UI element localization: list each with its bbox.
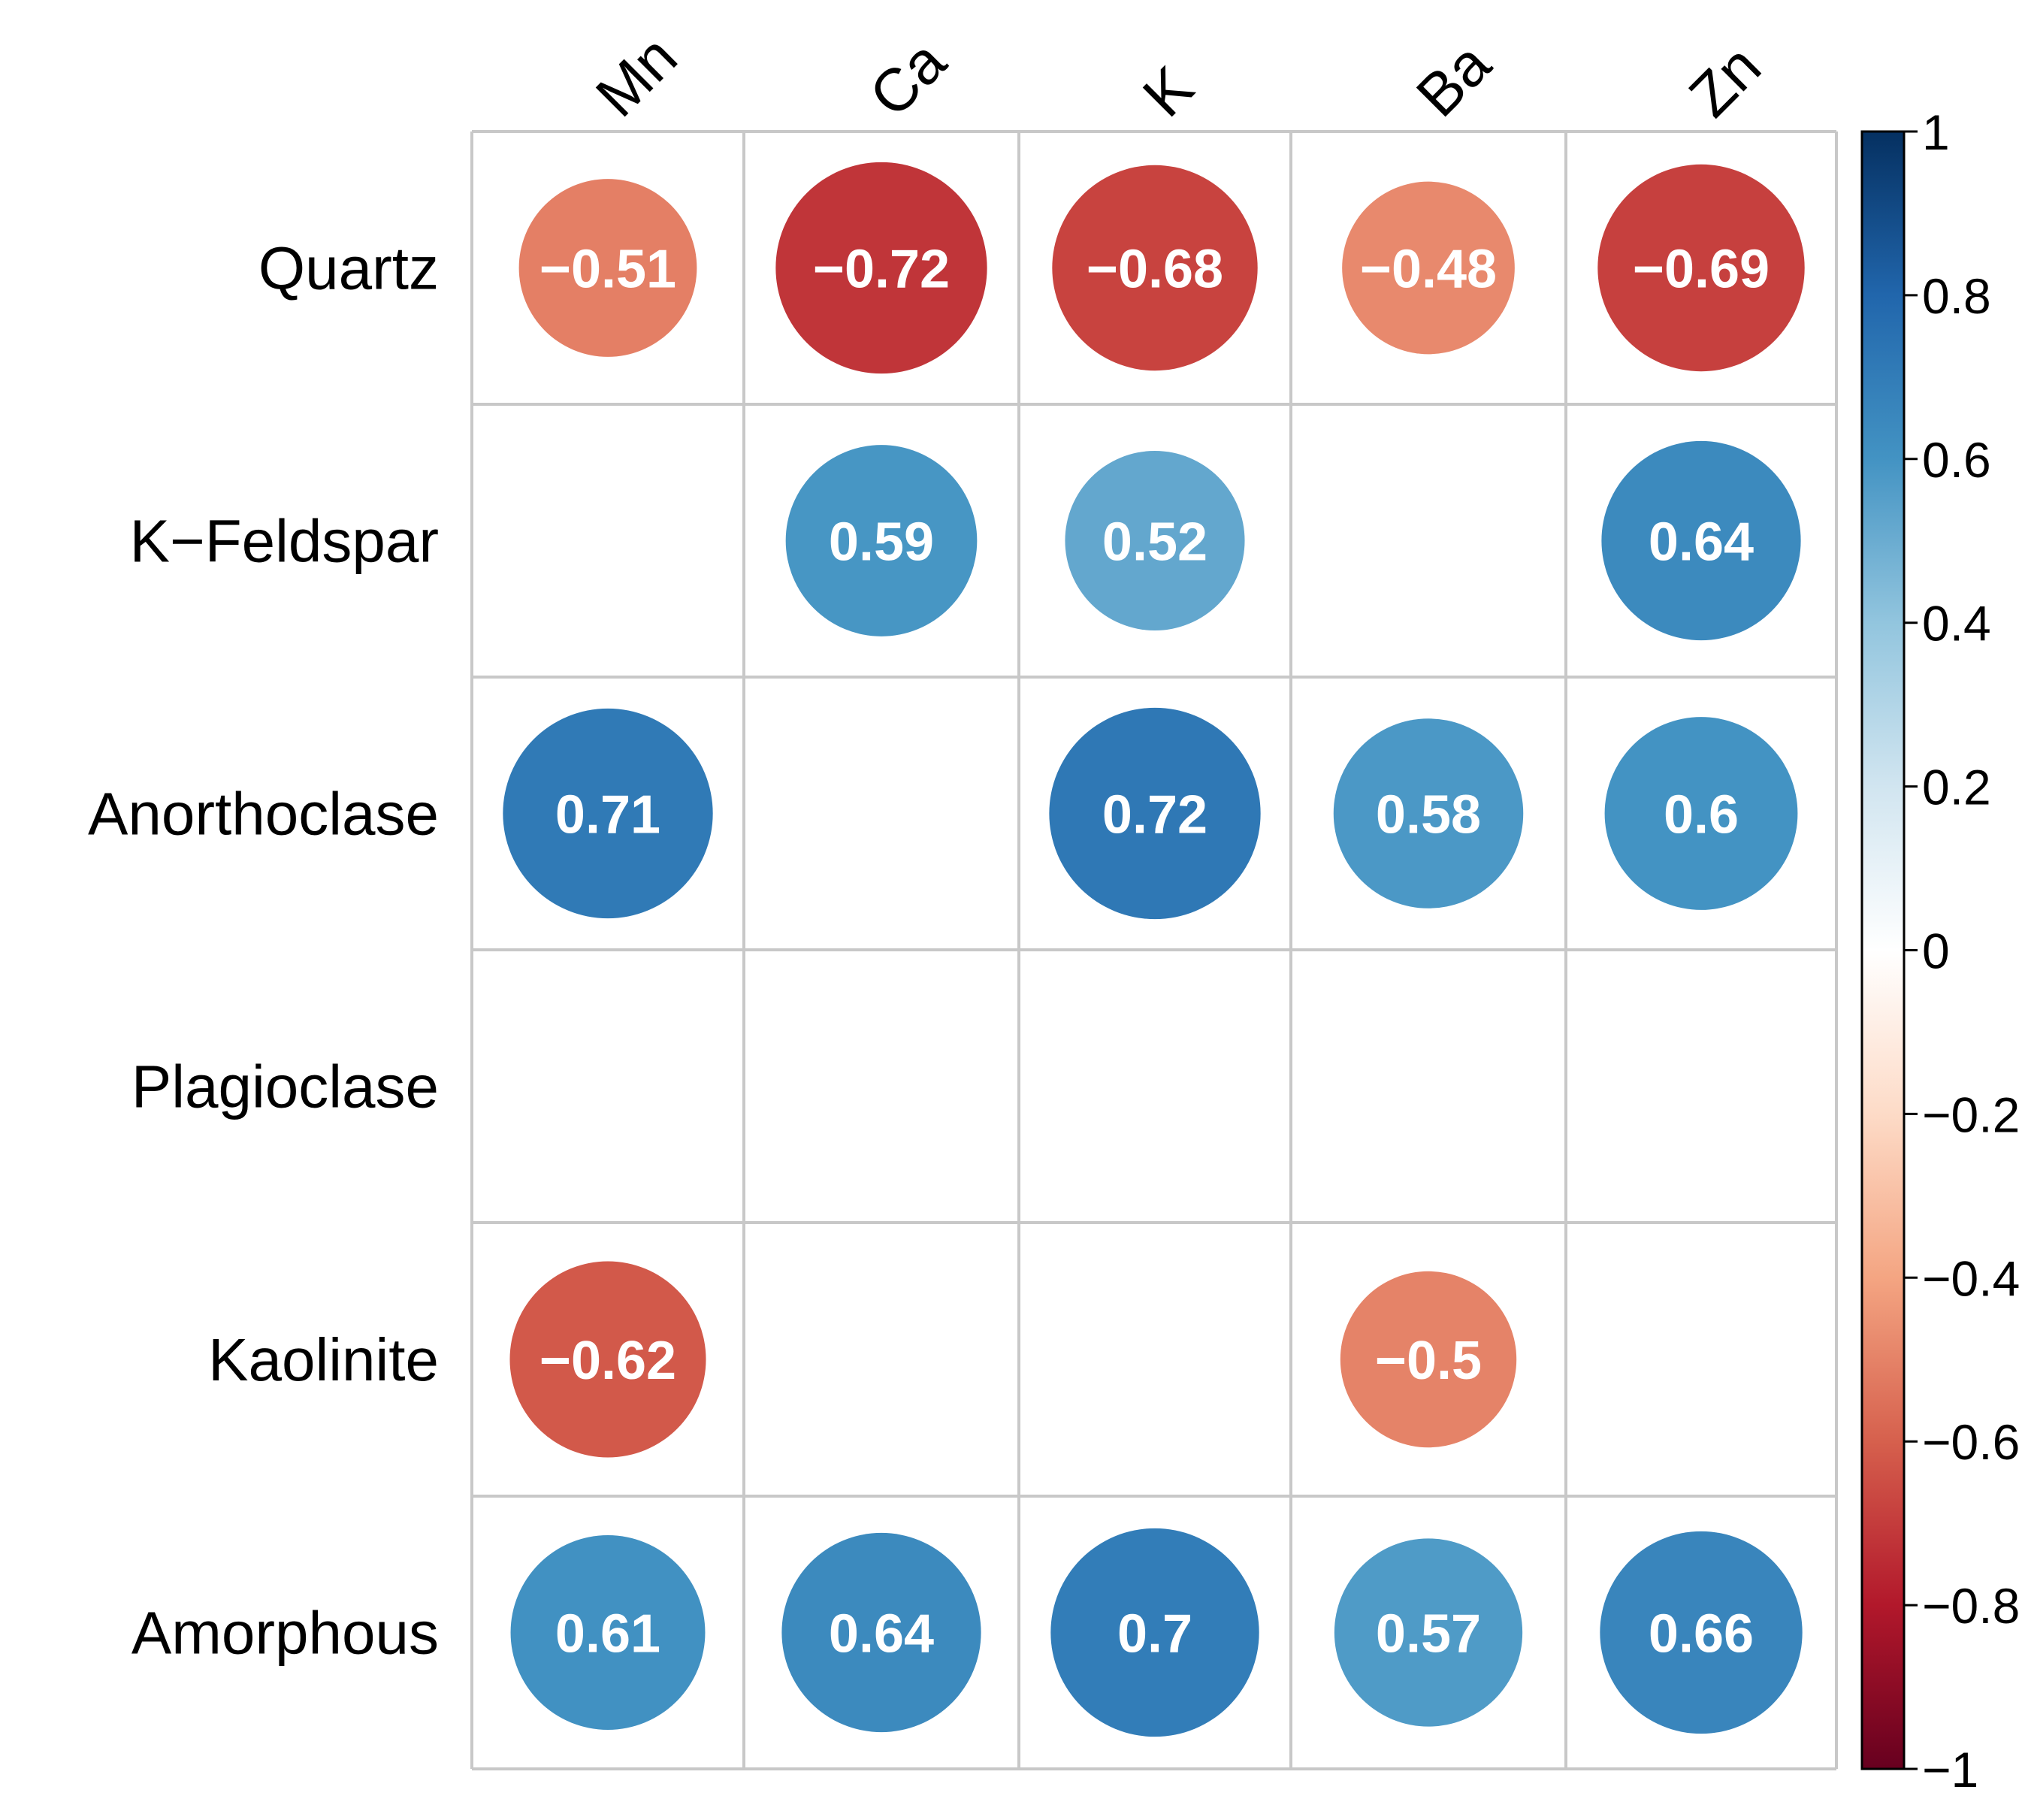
- corr-value-label: 0.6: [1664, 785, 1739, 845]
- corr-circle-amorphous-ba: [1334, 1538, 1523, 1727]
- row-label: Kaolinite: [208, 1326, 439, 1393]
- column-label: Ba: [1404, 30, 1503, 129]
- corr-circle-amorphous-ca: [781, 1532, 981, 1733]
- value-labels: −0.51 −0.72 −0.68 −0.48 −0.69 0.59 0.52 0.64 0.7…: [539, 240, 1770, 1664]
- corr-circle-amorphous-mn: [510, 1535, 706, 1730]
- corr-circle-quartz-ba: [1342, 181, 1515, 355]
- color-bar-tick-label: 0.4: [1922, 596, 1991, 652]
- color-bar-tick-label: 0.6: [1922, 432, 1991, 488]
- corr-circle-amorphous-zn: [1600, 1531, 1803, 1734]
- color-bar-tick-label: −1: [1922, 1742, 1978, 1797]
- color-bar-tick-label: −0.8: [1922, 1578, 2020, 1634]
- column-label: Zn: [1676, 32, 1773, 129]
- color-bar-tick-label: −0.6: [1922, 1414, 2020, 1470]
- corr-circle-quartz-ca: [775, 162, 987, 374]
- color-bar-tick-label: 0.8: [1922, 268, 1991, 324]
- corr-circle-kfeldspar-k: [1065, 450, 1245, 631]
- corr-value-label: 0.59: [829, 512, 934, 573]
- corr-value-label: 0.61: [555, 1604, 660, 1664]
- color-bar-tick-label: −0.2: [1922, 1087, 2020, 1142]
- grid: [470, 130, 1838, 1770]
- row-label: Anorthoclase: [88, 781, 439, 848]
- corr-value-label: −0.62: [539, 1331, 676, 1391]
- row-label: K−Feldspar: [130, 508, 439, 575]
- corr-value-label: 0.58: [1376, 785, 1481, 845]
- corr-value-label: 0.64: [829, 1604, 934, 1664]
- corr-circle-anorthoclase-mn: [503, 708, 713, 919]
- corr-value-label: −0.68: [1087, 240, 1223, 300]
- corr-circle-kaolinite-ba: [1340, 1271, 1517, 1448]
- corr-value-label: 0.71: [555, 785, 660, 845]
- corr-value-label: 0.52: [1102, 512, 1207, 573]
- corr-value-label: 0.66: [1649, 1604, 1754, 1664]
- corr-value-label: −0.48: [1360, 240, 1497, 300]
- row-label: Amorphous: [131, 1600, 439, 1667]
- color-bar: 1 0.8 0.6 0.4 0.2 0 −0.2 −0.4 −0.6 −0.8 −1: [1860, 104, 2020, 1797]
- corr-circle-kfeldspar-zn: [1601, 440, 1801, 641]
- column-label: Mn: [583, 23, 690, 130]
- corr-value-label: −0.69: [1633, 240, 1770, 300]
- corr-circle-quartz-mn: [518, 179, 697, 357]
- row-labels: Quartz K−Feldspar Anorthoclase Plagioclase K…: [88, 235, 439, 1667]
- corr-value-label: −0.51: [539, 240, 676, 300]
- color-bar-gradient: [1860, 130, 1906, 1770]
- corr-circle-anorthoclase-k: [1049, 707, 1261, 920]
- corr-value-label: −0.5: [1375, 1331, 1482, 1391]
- row-label: Quartz: [258, 235, 439, 302]
- corr-value-label: 0.57: [1376, 1604, 1481, 1664]
- row-label: Plagioclase: [131, 1054, 439, 1120]
- corr-circle-anorthoclase-ba: [1333, 718, 1524, 908]
- column-labels: Mn Ca K Ba Zn: [583, 23, 1773, 130]
- circles: [503, 162, 1805, 1737]
- column-label: K: [1130, 53, 1206, 129]
- corr-circle-quartz-k: [1052, 165, 1258, 371]
- corr-circle-kfeldspar-ca: [785, 445, 978, 636]
- corr-value-label: −0.72: [813, 240, 950, 300]
- corr-value-label: 0.72: [1102, 785, 1207, 845]
- corr-value-label: 0.64: [1649, 512, 1754, 573]
- color-bar-tick-label: −0.4: [1922, 1250, 2020, 1306]
- color-bar-tick-label: 0: [1922, 924, 1950, 979]
- corr-circle-kaolinite-mn: [509, 1261, 706, 1458]
- color-bar-tick-label: 0.2: [1922, 760, 1991, 815]
- corr-circle-anorthoclase-zn: [1604, 717, 1798, 910]
- corr-circle-amorphous-k: [1050, 1528, 1259, 1737]
- color-bar-tick-label: 1: [1922, 104, 1950, 160]
- corr-circle-quartz-zn: [1597, 164, 1805, 372]
- corr-value-label: 0.7: [1117, 1604, 1192, 1664]
- column-label: Ca: [857, 27, 959, 129]
